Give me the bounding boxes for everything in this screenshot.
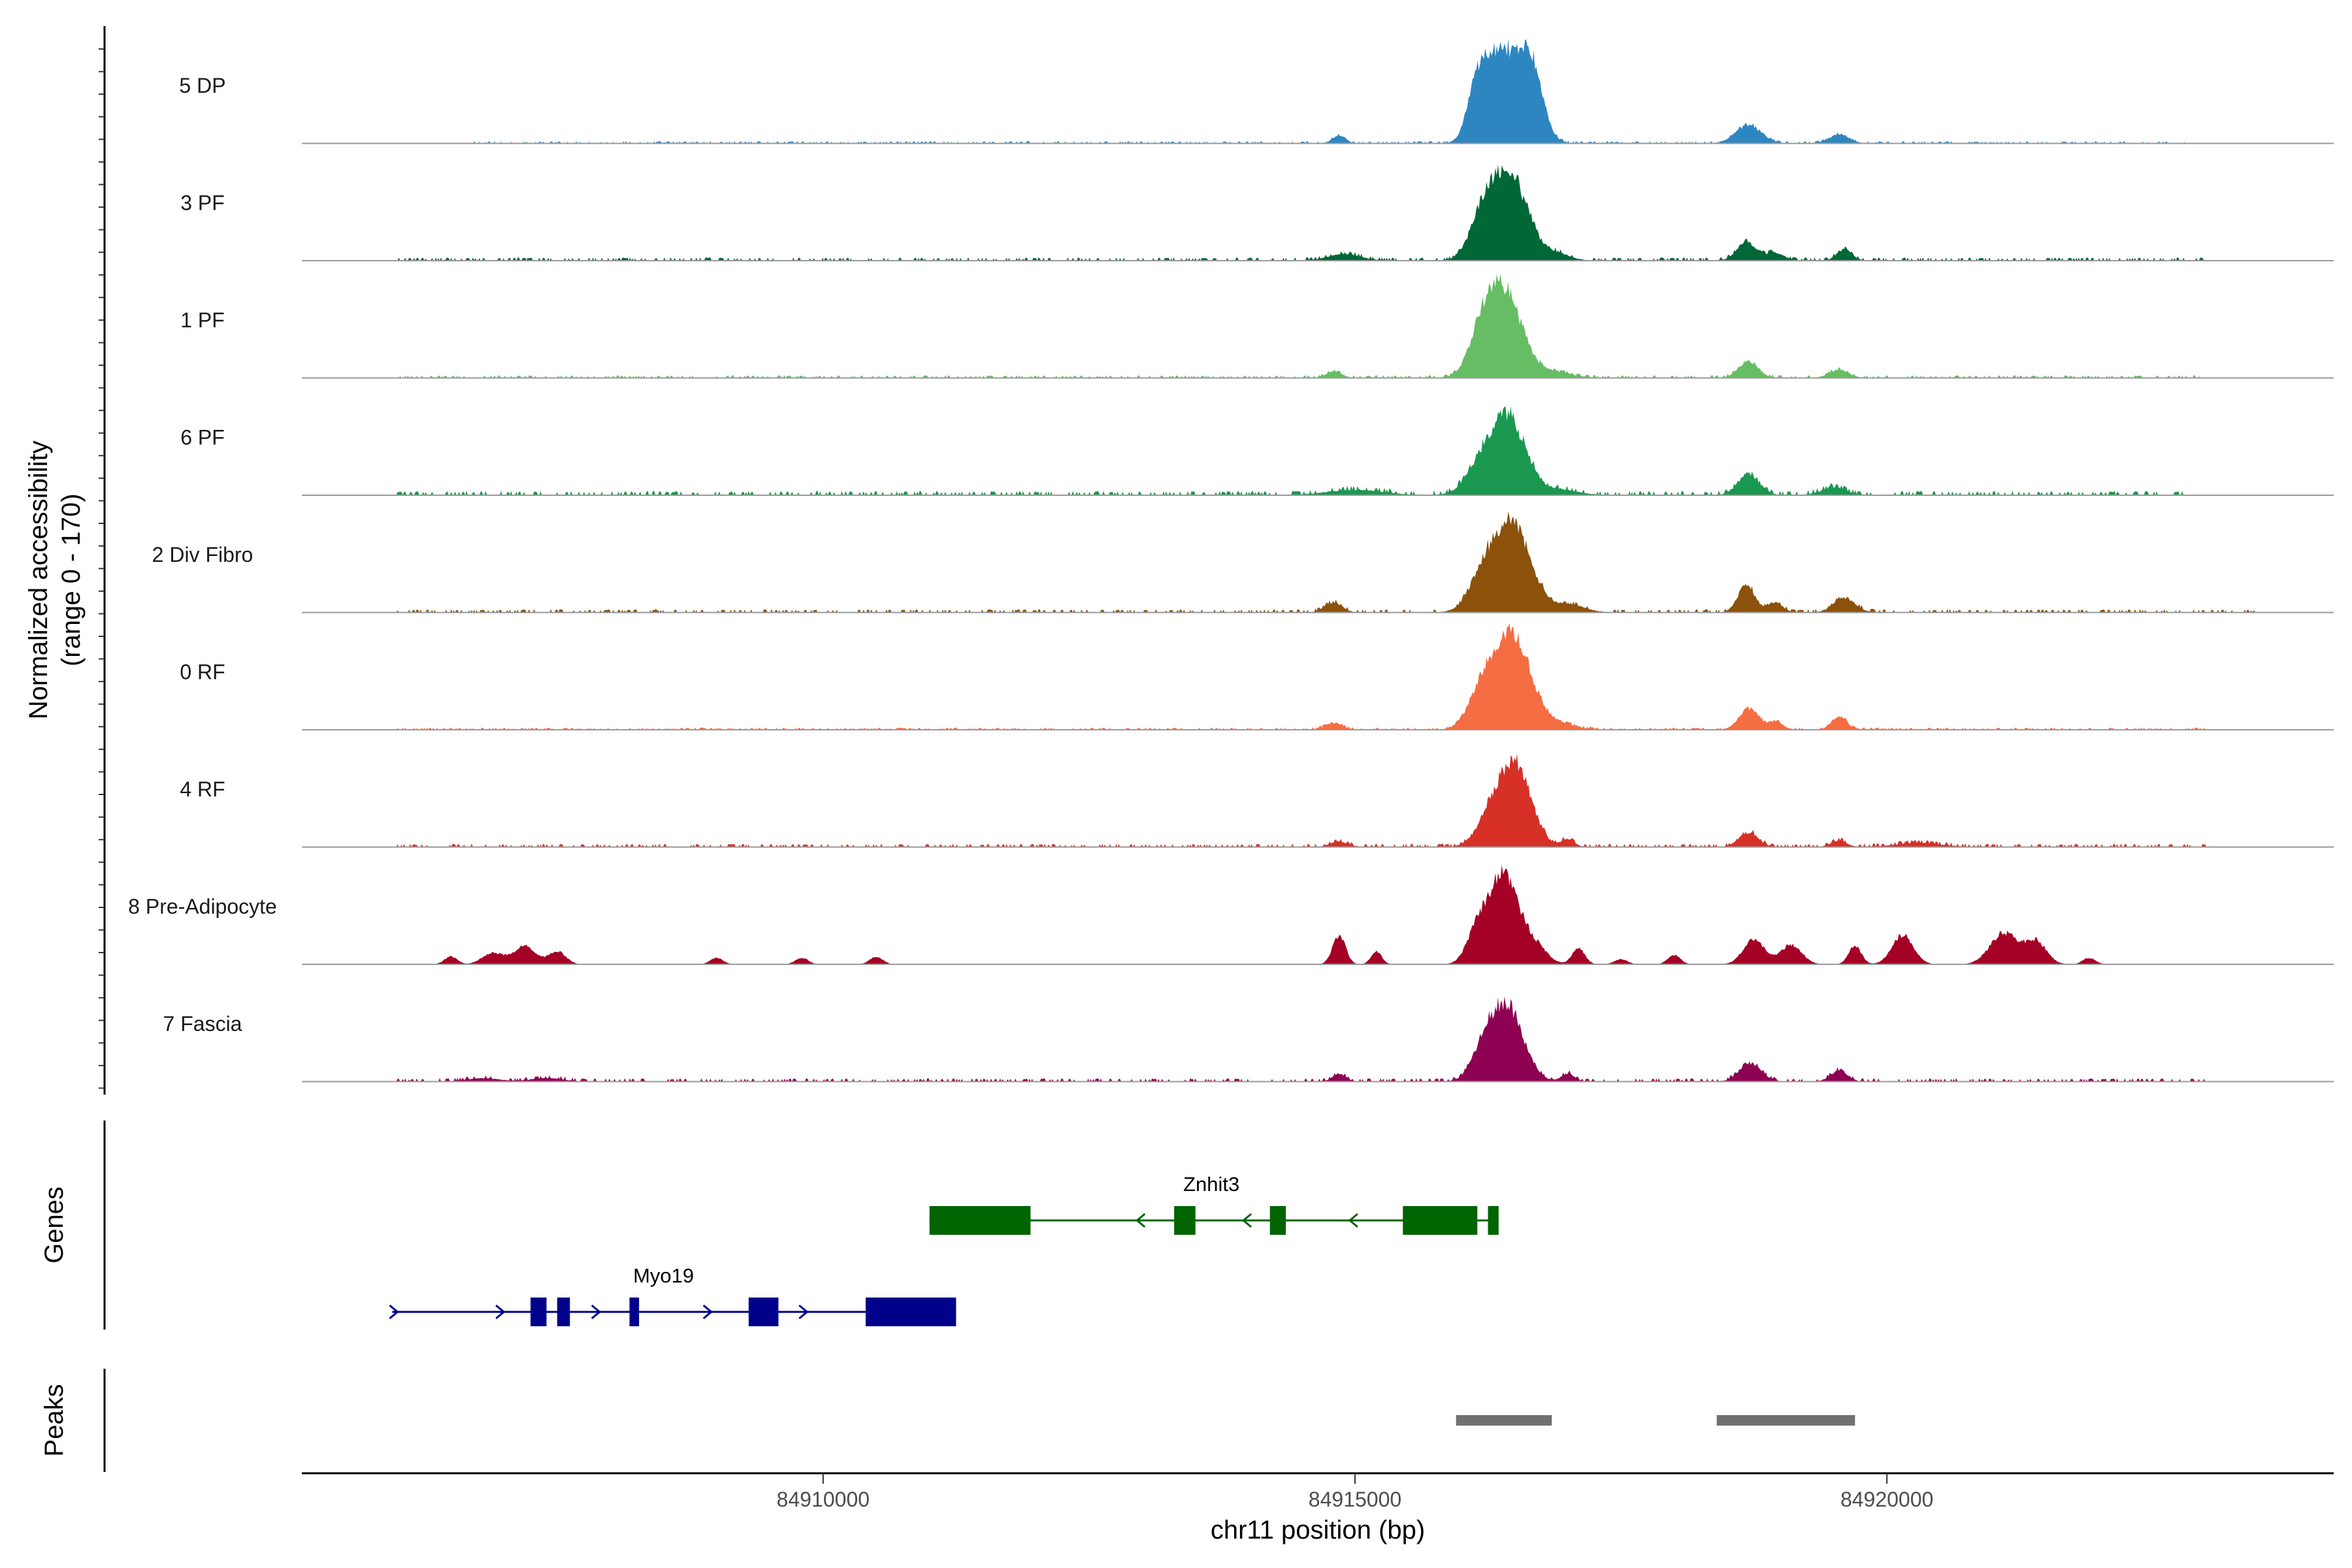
track-label: 5 DP <box>179 74 225 97</box>
gene-annotation-panel: Genes Znhit3 Myo19 <box>40 1120 1499 1330</box>
x-tick-label: 84910000 <box>777 1488 870 1511</box>
gene-label: Myo19 <box>633 1264 694 1287</box>
track-label: 0 RF <box>180 661 225 684</box>
coverage-area <box>302 274 2334 378</box>
gene-exon <box>629 1298 640 1326</box>
gene-znhit3: Znhit3 <box>929 1173 1499 1235</box>
track-4: 6 PF <box>180 406 2334 496</box>
x-tick-label: 84920000 <box>1840 1488 1933 1511</box>
coverage-area <box>302 38 2334 144</box>
track-label: 4 RF <box>180 777 225 801</box>
gene-exon <box>557 1298 570 1326</box>
track-5: 2 Div Fibro <box>152 512 2334 613</box>
gene-exon <box>531 1298 547 1326</box>
peak-region <box>1716 1415 1855 1426</box>
genes-panel-title: Genes <box>40 1186 69 1264</box>
strand-arrow <box>1348 1213 1358 1228</box>
gene-exon <box>1488 1206 1499 1235</box>
track-9: 7 Fascia <box>163 996 2334 1083</box>
gene-exon <box>1174 1206 1196 1235</box>
track-label: 3 PF <box>180 191 225 215</box>
peaks-panel: Peaks <box>40 1369 1855 1472</box>
track-label: 7 Fascia <box>163 1012 242 1036</box>
track-label: 6 PF <box>180 426 225 449</box>
track-3: 1 PF <box>180 274 2334 379</box>
peak-region <box>1456 1415 1552 1426</box>
x-axis-title: chr11 position (bp) <box>1211 1516 1425 1544</box>
strand-arrow <box>389 1304 399 1320</box>
track-label: 8 Pre-Adipocyte <box>128 895 277 919</box>
strand-arrow <box>798 1304 809 1320</box>
coverage-area <box>302 864 2334 964</box>
track-1: 5 DP <box>179 38 2334 144</box>
strand-arrow <box>591 1304 602 1320</box>
strand-arrow <box>702 1304 713 1320</box>
axes: Normalized accessibility (range 0 - 170) 8… <box>24 26 2334 1544</box>
coverage-area <box>302 164 2334 261</box>
coverage-area <box>302 996 2334 1082</box>
gene-exon <box>865 1298 956 1326</box>
coverage-area <box>302 623 2334 730</box>
gene-exon <box>1403 1206 1478 1235</box>
gene-exon <box>1269 1206 1286 1235</box>
gene-exon <box>929 1206 1031 1235</box>
coverage-tracks: 5 DP 3 PF 1 PF 6 PF 2 Div Fibro 0 RF 4 RF 8 Pre… <box>128 38 2334 1083</box>
coverage-area <box>302 512 2334 613</box>
track-6: 0 RF <box>180 623 2334 730</box>
strand-arrow <box>1241 1213 1252 1228</box>
gene-myo19: Myo19 <box>389 1264 956 1326</box>
track-8: 8 Pre-Adipocyte <box>128 864 2334 965</box>
x-tick-label: 84915000 <box>1309 1488 1401 1511</box>
gene-exon <box>748 1298 779 1326</box>
coverage-area <box>302 754 2334 847</box>
y-axis-title: Normalized accessibility <box>24 440 53 719</box>
peaks-panel-title: Peaks <box>40 1384 69 1456</box>
y-axis-subtitle: (range 0 - 170) <box>57 493 86 666</box>
track-label: 1 PF <box>180 308 225 332</box>
gene-label: Znhit3 <box>1183 1173 1239 1196</box>
track-label: 2 Div Fibro <box>152 543 253 566</box>
strand-arrow <box>495 1304 506 1320</box>
strand-arrow <box>1135 1213 1146 1228</box>
coverage-area <box>302 406 2334 495</box>
track-7: 4 RF <box>180 754 2334 848</box>
track-2: 3 PF <box>180 164 2334 261</box>
